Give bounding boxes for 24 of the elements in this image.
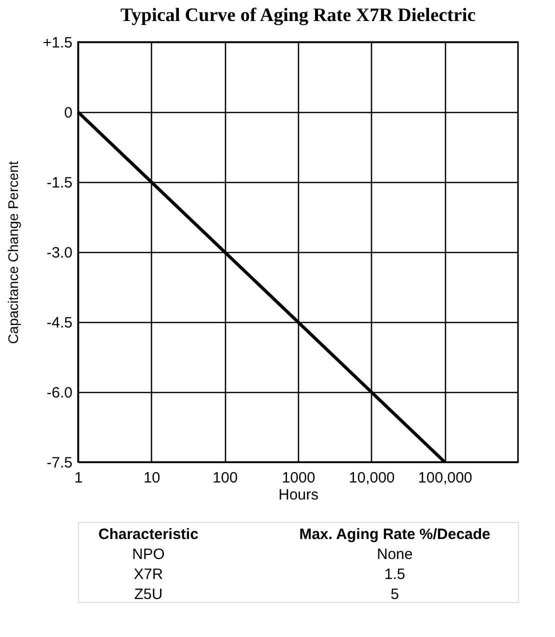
x-tick-label: 1000 — [282, 470, 316, 486]
y-axis-title: Capacitance Change Percent — [4, 160, 21, 344]
y-tick-label: -1.5 — [46, 174, 72, 192]
y-tick-label: 0 — [64, 104, 72, 122]
text: None — [376, 546, 413, 563]
text: NPO — [132, 546, 165, 563]
text: X7R — [134, 566, 164, 583]
text: Max. Aging Rate %/Decade — [299, 526, 490, 543]
y-tick-label: -7.5 — [46, 454, 72, 472]
text: Z5U — [134, 586, 163, 603]
y-tick-label: -3.0 — [46, 244, 72, 262]
y-tick-label: -4.5 — [46, 314, 72, 332]
x-tick-label: 100,000 — [418, 470, 472, 486]
text: Characteristic — [98, 526, 198, 543]
y-tick-label: -6.0 — [46, 384, 72, 402]
x-axis-title: Hours — [278, 486, 319, 504]
x-tick-label: 100 — [212, 470, 238, 486]
text: 5 — [390, 586, 399, 603]
y-tick-label: +1.5 — [42, 34, 72, 52]
x-tick-label: 1 — [74, 470, 83, 486]
x-tick-label: 10,000 — [348, 470, 395, 486]
text: 1.5 — [384, 566, 406, 583]
chart-title: Typical Curve of Aging Rate X7R Dielectric — [120, 5, 476, 26]
x-tick-label: 10 — [143, 470, 160, 486]
